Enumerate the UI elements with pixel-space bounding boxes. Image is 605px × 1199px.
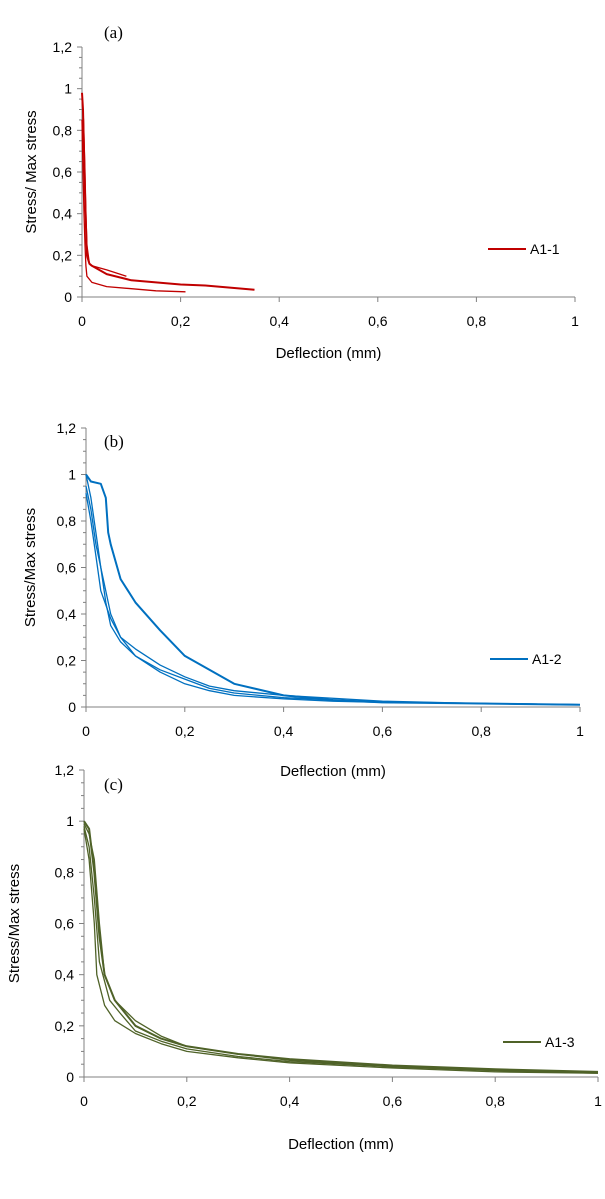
x-tick-label: 0,2 <box>177 1093 197 1109</box>
x-tick-label: 0,2 <box>175 723 195 739</box>
x-tick-label: 1 <box>594 1093 602 1109</box>
legend-label: A1-3 <box>545 1034 575 1050</box>
y-tick-label: 0,4 <box>55 967 75 983</box>
y-tick-label: 0 <box>68 699 76 715</box>
x-tick-label: 0,6 <box>368 313 388 329</box>
y-tick-label: 0,8 <box>55 864 75 880</box>
series-line-2 <box>85 474 581 706</box>
x-tick-label: 1 <box>571 313 579 329</box>
x-tick-label: 0,4 <box>274 723 294 739</box>
x-axis-title: Deflection (mm) <box>288 1136 394 1153</box>
y-axis-title: Stress/Max stress <box>6 864 23 983</box>
y-tick-label: 1 <box>68 467 76 483</box>
y-tick-label: 0,6 <box>55 916 75 932</box>
series-line-4 <box>85 492 581 706</box>
x-tick-label: 0,4 <box>269 313 289 329</box>
y-tick-label: 0,4 <box>53 206 73 222</box>
y-tick-label: 0,8 <box>53 122 73 138</box>
x-tick-label: 1 <box>576 723 584 739</box>
chart-panel-1: 0 0,2 0,4 0,6 0,8 1 1,2 0 0,2 0,4 0,6 0,8 1 Deflectio… <box>23 23 579 362</box>
y-axis-title: Stress/Max stress <box>22 508 39 627</box>
x-tick-label: 0,8 <box>471 723 491 739</box>
x-tick-label: 0 <box>82 723 90 739</box>
series-line-3 <box>83 823 599 1074</box>
panel-label: (a) <box>104 23 123 42</box>
x-tick-label: 0,2 <box>171 313 191 329</box>
x-axis-title: Deflection (mm) <box>280 763 386 780</box>
y-tick-label: 1 <box>66 813 74 829</box>
y-tick-label: 0,6 <box>53 164 73 180</box>
y-tick-label: 1 <box>64 81 72 97</box>
chart-panel-2: 0 0,2 0,4 0,6 0,8 1 1,2 0 0,2 0,4 0,6 0,8 1 Deflectio… <box>22 420 584 780</box>
x-tick-label: 0,6 <box>383 1093 403 1109</box>
series-line-2 <box>81 99 127 277</box>
series-line-2 <box>83 826 599 1073</box>
x-tick-label: 0 <box>78 313 86 329</box>
chart-panel-3: 0 0,2 0,4 0,6 0,8 1 1,2 0 0,2 0,4 0,6 0,8 1 Deflectio… <box>6 762 602 1153</box>
legend-label: A1-2 <box>532 651 562 667</box>
series-line-3 <box>85 485 581 706</box>
x-tick-label: 0,6 <box>373 723 393 739</box>
y-axis-title: Stress/ Max stress <box>23 110 40 233</box>
y-tick-label: 0,6 <box>57 560 77 576</box>
y-tick-label: 0 <box>64 289 72 305</box>
x-tick-label: 0,8 <box>485 1093 505 1109</box>
series-line-3 <box>81 119 186 293</box>
x-axis-title: Deflection (mm) <box>276 345 382 362</box>
series-line-1 <box>83 820 599 1073</box>
y-tick-label: 0,2 <box>57 653 77 669</box>
y-tick-label: 0,2 <box>55 1018 75 1034</box>
y-tick-label: 1,2 <box>55 762 75 778</box>
y-tick-label: 0,2 <box>53 247 73 263</box>
panel-label: (c) <box>104 775 123 794</box>
legend-label: A1-1 <box>530 241 560 257</box>
y-tick-label: 1,2 <box>57 420 77 436</box>
y-tick-label: 0 <box>66 1069 74 1085</box>
x-tick-label: 0 <box>80 1093 88 1109</box>
series-line-4 <box>83 828 599 1074</box>
panel-label: (b) <box>104 432 124 451</box>
y-tick-label: 1,2 <box>53 39 73 55</box>
series-line-1 <box>81 92 255 291</box>
y-tick-label: 0,4 <box>57 606 77 622</box>
x-tick-label: 0,8 <box>467 313 487 329</box>
x-tick-label: 0,4 <box>280 1093 300 1109</box>
y-tick-label: 0,8 <box>57 513 77 529</box>
